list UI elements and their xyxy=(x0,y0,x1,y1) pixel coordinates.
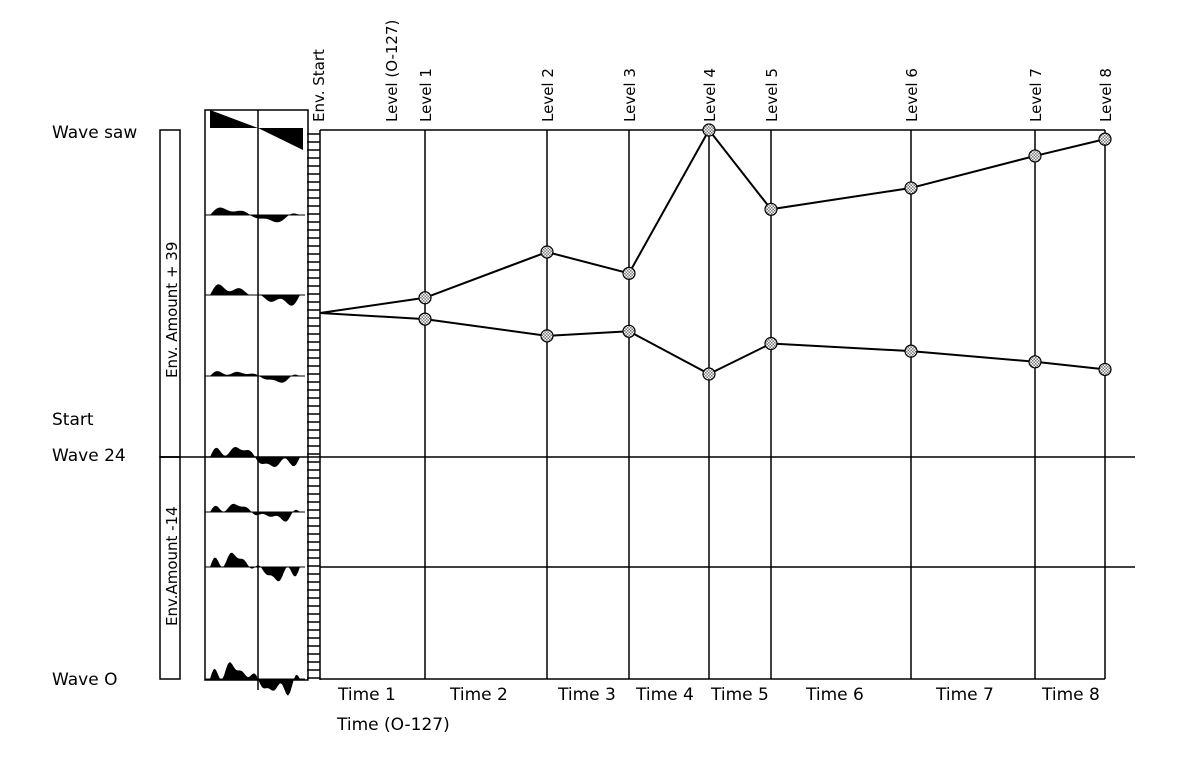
wave-strip-box xyxy=(204,109,309,681)
time-label: Time 5 xyxy=(710,685,769,705)
level-label: Level 8 xyxy=(1097,68,1115,122)
level-labels: Level 1 Level 2 Level 3 Level 4 Level 5 Level… xyxy=(417,68,1115,122)
start-label: Start xyxy=(52,410,94,430)
lower-amount-label: Env.Amount -14 xyxy=(163,506,181,626)
time-label: Time 2 xyxy=(449,685,508,705)
level-label: Level 3 xyxy=(621,68,639,122)
data-point xyxy=(622,266,636,280)
level-label: Level 7 xyxy=(1027,68,1045,122)
data-point xyxy=(1028,149,1042,163)
data-point xyxy=(418,291,432,305)
data-point xyxy=(622,324,636,338)
upper-amount-label: Env. Amount + 39 xyxy=(163,242,181,378)
series-line xyxy=(319,312,1106,376)
ruler-ticks xyxy=(307,133,320,679)
data-point xyxy=(702,123,716,137)
saw-wave-glyph xyxy=(258,128,303,150)
time-labels: Time 1 Time 2 Time 3 Time 4 Time 5 Time 6 Time… xyxy=(337,685,1100,705)
saw-wave-glyph xyxy=(210,110,258,128)
env-start-label: Env. Start xyxy=(310,49,328,122)
waveform-glyph xyxy=(210,371,300,383)
level-label: Level 4 xyxy=(701,68,719,122)
waveform-glyph xyxy=(210,552,300,582)
level-label: Level 2 xyxy=(539,68,557,122)
data-point xyxy=(540,245,554,259)
time-label: Time 1 xyxy=(337,685,396,705)
time-label: Time 7 xyxy=(935,685,994,705)
series-line xyxy=(319,128,1106,314)
data-point xyxy=(702,367,716,381)
time-label: Time 6 xyxy=(805,685,864,705)
waveform-glyph xyxy=(210,662,300,696)
level-label: Level 5 xyxy=(763,68,781,122)
waveform-thumbnails xyxy=(205,110,305,696)
wave-saw-label: Wave saw xyxy=(52,123,137,143)
data-point xyxy=(418,312,432,326)
wave-24-label: Wave 24 xyxy=(52,446,126,466)
level-gridlines xyxy=(424,130,1106,679)
data-point xyxy=(540,329,554,343)
level-label: Level 1 xyxy=(417,68,435,122)
data-point xyxy=(1028,355,1042,369)
level-label: Level 6 xyxy=(903,68,921,122)
waveform-glyph xyxy=(210,207,300,223)
wave-o-label: Wave O xyxy=(52,670,117,690)
data-point xyxy=(904,181,918,195)
waveform-glyph xyxy=(210,284,300,306)
data-point xyxy=(1098,132,1112,146)
series-layer xyxy=(319,123,1112,381)
waveform-glyph xyxy=(210,503,300,522)
time-label: Time 8 xyxy=(1041,685,1100,705)
data-point xyxy=(764,336,778,351)
data-point xyxy=(764,202,778,216)
data-point xyxy=(904,344,918,358)
time-label: Time 4 xyxy=(635,685,694,705)
time-axis-title: Time (O-127) xyxy=(336,715,450,735)
level-axis-title: Level (O-127) xyxy=(383,20,401,122)
time-label: Time 3 xyxy=(557,685,616,705)
data-point xyxy=(1098,362,1112,377)
